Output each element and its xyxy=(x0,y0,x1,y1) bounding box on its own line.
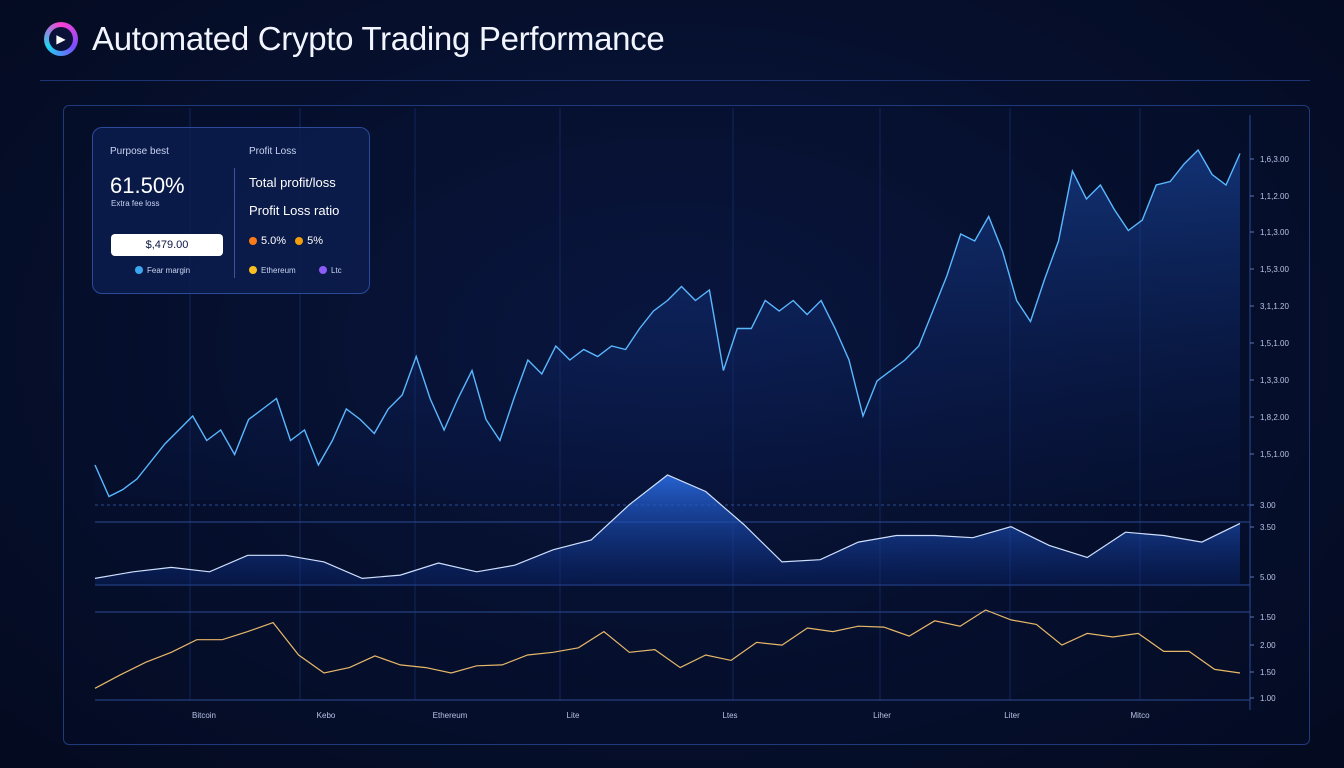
top-series-area xyxy=(95,150,1240,500)
profit-loss-ratio: Profit Loss ratio xyxy=(249,203,340,218)
x-tick-label: Bitcoin xyxy=(192,711,216,720)
y-tick-label: 1.00 xyxy=(1260,694,1276,703)
y-tick-label: 1,5,1.00 xyxy=(1260,450,1289,459)
right-label: Profit Loss xyxy=(249,146,297,157)
stat2: 5% xyxy=(307,235,324,247)
y-tick-label: 5.00 xyxy=(1260,573,1276,582)
x-tick-label: Kebo xyxy=(317,711,336,720)
bitcoin-icon xyxy=(249,237,257,245)
legend-ltc: Ltc xyxy=(319,266,342,275)
x-tick-label: Mitco xyxy=(1130,711,1150,720)
total-profit-loss: Total profit/loss xyxy=(249,175,336,190)
stat1: 5.0% xyxy=(261,235,287,247)
legend-label: Fear margin xyxy=(147,266,191,275)
y-tick-label: 1.50 xyxy=(1260,668,1276,677)
y-tick-label: 1,3,3.00 xyxy=(1260,376,1289,385)
stats-row: 5.0% 5% xyxy=(249,235,323,247)
x-tick-label: Liher xyxy=(873,711,891,720)
sub-label: Extra fee loss xyxy=(111,199,160,208)
legend-label: Ethereum xyxy=(261,266,296,275)
eth-dot-icon xyxy=(249,266,257,274)
legend-label: Ltc xyxy=(331,266,342,275)
x-tick-label: Liter xyxy=(1004,711,1020,720)
y-tick-label: 1,5,3.00 xyxy=(1260,265,1289,274)
page-title: Automated Crypto Trading Performance xyxy=(92,20,665,57)
middle-series-area xyxy=(95,475,1240,585)
y-tick-label: 3.50 xyxy=(1260,523,1276,532)
y-tick-label: 1,8,2.00 xyxy=(1260,413,1289,422)
y-tick-label: 1.50 xyxy=(1260,613,1276,622)
bottom-series-line xyxy=(94,609,1241,689)
legend-fear: Fear margin xyxy=(135,266,190,275)
x-tick-label: Ethereum xyxy=(433,711,468,720)
summary-card: Purpose best 61.50% Extra fee loss $,479… xyxy=(92,127,370,294)
y-tick-label: 2.00 xyxy=(1260,641,1276,650)
y-tick-label: 3,1,1.20 xyxy=(1260,302,1289,311)
y-tick-label: 1,1,3.00 xyxy=(1260,228,1289,237)
y-tick-label: 3.00 xyxy=(1260,501,1276,510)
percent-value: 61.50% xyxy=(110,173,185,198)
left-label: Purpose best xyxy=(110,146,169,157)
divider xyxy=(40,80,1310,81)
y-tick-label: 1,5,1.00 xyxy=(1260,339,1289,348)
legend-eth: Ethereum xyxy=(249,266,296,275)
play-circle-icon: ▶ xyxy=(44,22,78,56)
x-tick-label: Lite xyxy=(567,711,580,720)
divider xyxy=(234,168,235,278)
fear-dot-icon xyxy=(135,266,143,274)
coin-icon xyxy=(295,237,304,245)
y-tick-label: 1,6,3.00 xyxy=(1260,155,1289,164)
x-tick-label: Ltes xyxy=(722,711,737,720)
y-tick-label: 1,1,2.00 xyxy=(1260,192,1289,201)
header: ▶ Automated Crypto Trading Performance xyxy=(44,20,665,58)
ltc-dot-icon xyxy=(319,266,327,274)
amount-pill[interactable]: $,479.00 xyxy=(111,234,223,256)
